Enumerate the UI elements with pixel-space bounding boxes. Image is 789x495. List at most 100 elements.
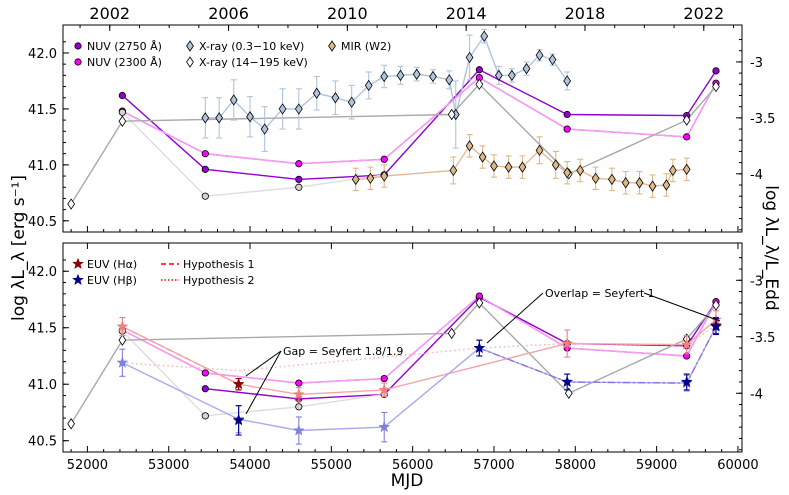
bottom-ytick-label: 41.0: [28, 378, 57, 393]
top-point-x-ray-0-3-10-kev: [465, 51, 474, 64]
legend-label-euv-h: EUV (Hβ): [87, 274, 137, 287]
top-point-mir-w2: [465, 140, 474, 152]
bottom-point-euv-h-faint: [292, 388, 305, 400]
top-legend: NUV (2750 Å) NUV (2300 Å) X-ray (0.3−10 ke…: [74, 40, 391, 69]
top-point-nuv-2300: [683, 133, 691, 141]
bottom-line-nuv-faint-overlay: [122, 295, 717, 384]
top-point-optical-grey: [118, 108, 126, 116]
xtick-label: 53000: [148, 458, 189, 473]
xtick-label: 55000: [311, 458, 352, 473]
top-ytick-label: 42.0: [28, 47, 57, 62]
top-point-nuv-2750: [563, 110, 571, 119]
bottom-ytick-label: 41.5: [28, 322, 57, 337]
bottom-line-hypothesis-1: [122, 325, 239, 385]
top-ytick-label: 41.5: [28, 103, 57, 118]
legend-marker-euv-h: [72, 273, 84, 286]
bottom-point-euv-h-faint: [116, 356, 129, 368]
top-point-x-ray-0-3-10-kev: [494, 69, 503, 82]
legend-marker-mir-w2: [328, 40, 336, 52]
year-tick-label: 2018: [565, 4, 606, 23]
bottom-point-euv-h-faint: [680, 338, 693, 350]
legend-label-hypothesis-2: Hypothesis 2: [183, 274, 255, 287]
top-point-optical-grey: [201, 192, 209, 200]
top-point-x-ray-0-3-10-kev: [507, 69, 516, 82]
annotation-arrow-gap-1: [245, 350, 282, 377]
bottom-point-euv-h: [561, 375, 574, 388]
bottom-point-x-ray-14-195-kev: [447, 327, 456, 340]
top-point-x-ray-0-3-10-kev: [548, 53, 557, 66]
top-point-mir-w2: [490, 160, 498, 172]
legend-marker-x-ray-0-3-10-kev: [186, 40, 194, 52]
legend-label-hypothesis-1: Hypothesis 1: [183, 258, 255, 271]
top-point-x-ray-0-3-10-kev: [294, 103, 303, 115]
xtick-label: 58000: [555, 458, 596, 473]
top-point-x-ray-0-3-10-kev: [331, 92, 340, 104]
top-point-mir-w2: [608, 173, 616, 186]
top-line-optical-grey: [121, 111, 385, 197]
top-point-mir-w2: [535, 144, 544, 157]
top-point-x-ray-14-195-kev: [475, 78, 484, 91]
top-point-x-ray-14-195-kev: [682, 114, 691, 126]
xtick-label: 57000: [473, 458, 514, 473]
top-point-mir-w2: [380, 170, 389, 182]
top-point-x-ray-0-3-10-kev: [480, 30, 489, 42]
year-tick-label: 2010: [327, 4, 368, 23]
top-point-x-ray-0-3-10-kev: [563, 75, 572, 87]
top-point-x-ray-0-3-10-kev: [246, 111, 254, 123]
annotations: Gap = Seyfert 1.8/1.9 Overlap = Seyfert …: [245, 287, 721, 415]
bottom-ytick-label: 42.0: [28, 265, 57, 280]
bottom-point-euv-h-faint: [561, 337, 574, 349]
bottom-panel-ticks: 40.5 41.0 41.5 42.0 -3 -3.5 -4 52000 53000 54000 5…: [28, 243, 775, 473]
legend-label-nuv-2300: NUV (2300 Å): [87, 56, 162, 69]
bottom-line-optical-grey: [121, 330, 385, 417]
y-axis-label-right: log λL_λ/L_Edd: [761, 185, 781, 310]
legend-marker-euv-h: [72, 257, 84, 270]
top-point-mir-w2: [682, 163, 691, 176]
bottom-point-optical-grey: [295, 403, 303, 411]
year-tick-label: 2022: [683, 4, 724, 23]
legend-label-mir-w2: MIR (W2): [341, 40, 391, 53]
top-point-x-ray-0-3-10-kev: [364, 79, 373, 92]
bottom-point-euv-h: [232, 414, 245, 426]
year-tick-label: 2006: [208, 4, 249, 23]
top-point-x-ray-0-3-10-kev: [347, 96, 356, 108]
top-point-x-ray-0-3-10-kev: [445, 74, 454, 86]
legend-marker-x-ray-14-195-kev: [186, 56, 194, 68]
xtick-label: 60000: [717, 458, 758, 473]
annotation-gap: Gap = Seyfert 1.8/1.9: [283, 345, 403, 358]
bottom-point-nuv-2300: [201, 369, 209, 377]
bottom-point-nuv-2300: [380, 374, 388, 383]
annotation-arrow-gap-2: [245, 350, 282, 415]
top-point-x-ray-0-3-10-kev: [396, 69, 405, 82]
top-line-nuv-2750: [121, 68, 717, 181]
top-point-x-ray-14-195-kev: [712, 80, 720, 93]
top-point-nuv-2300: [380, 155, 388, 163]
legend-label-nuv-2750: NUV (2750 Å): [87, 40, 162, 53]
top-point-x-ray-0-3-10-kev: [229, 94, 238, 106]
legend-label-x-ray-14-195-kev: X-ray (14−195 keV): [199, 56, 308, 69]
top-point-mir-w2: [518, 161, 527, 173]
top-ytick-label: 41.0: [28, 159, 57, 174]
bottom-point-x-ray-14-195-kev: [712, 299, 720, 311]
top-point-x-ray-0-3-10-kev: [278, 103, 287, 115]
top-point-mir-w2: [366, 172, 375, 185]
top-ytick-label: 40.5: [28, 215, 57, 230]
top-point-x-ray-14-195-kev: [447, 108, 456, 121]
top-point-optical-grey: [295, 183, 303, 191]
bottom-point-euv-h: [232, 377, 245, 390]
top-point-nuv-2300: [295, 160, 303, 168]
legend-label-euv-h: EUV (Hα): [87, 258, 137, 271]
top-right-tick-label: -3: [750, 56, 763, 71]
top-right-tick-label: -3.5: [750, 112, 775, 127]
bottom-panel-frame: [62, 242, 743, 453]
top-point-x-ray-0-3-10-kev: [201, 112, 210, 124]
xtick-label: 59000: [636, 458, 677, 473]
year-tick-label: 2014: [446, 4, 487, 23]
bottom-point-euv-h-faint: [378, 420, 391, 433]
top-point-x-ray-0-3-10-kev: [522, 62, 531, 75]
bottom-line-euv-h-faint: [122, 326, 717, 432]
x-axis-label: MJD: [391, 471, 424, 491]
top-panel-ticks: 40.5 41.0 41.5 42.0 -3 -3.5 -4 2002 2006 2010 2014…: [28, 4, 775, 232]
top-point-mir-w2: [576, 164, 585, 177]
